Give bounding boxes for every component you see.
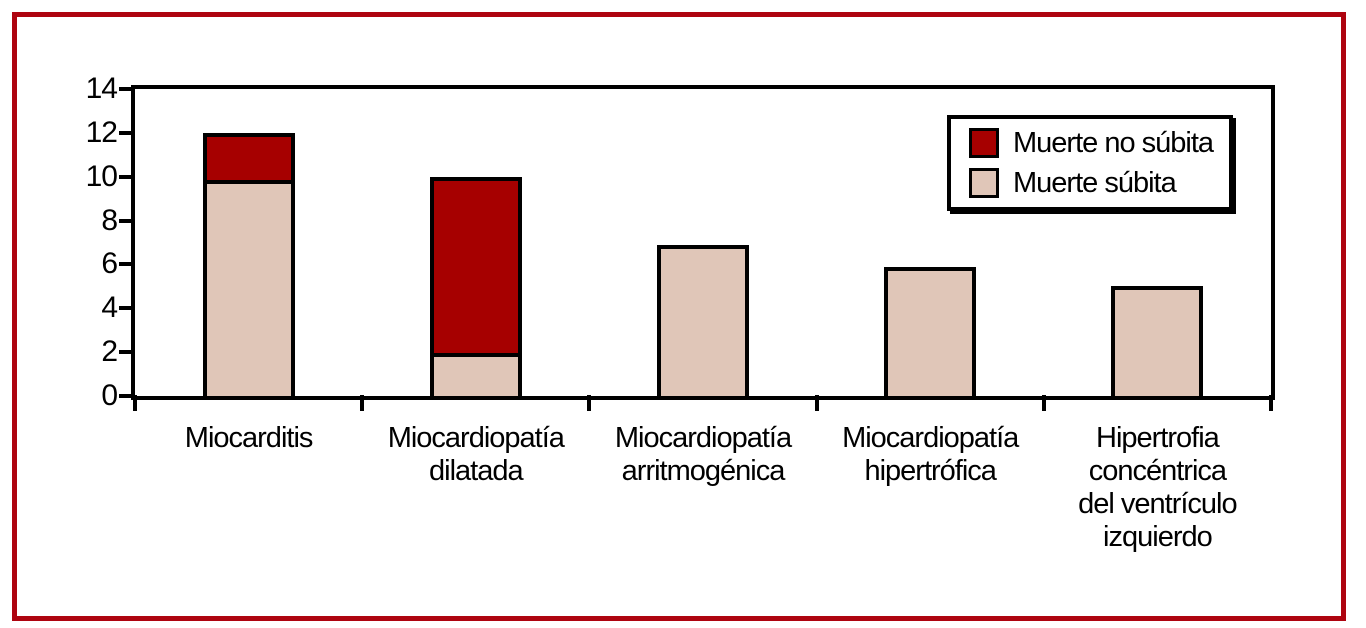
y-axis-tick-mark [119, 87, 132, 91]
x-axis-category-label: Hipertrofia concéntrica del ventrículo i… [1078, 422, 1238, 553]
x-axis-tick-mark [1269, 395, 1273, 411]
bar-5 [1111, 286, 1204, 400]
legend-item-muerte-subita: Muerte súbita [969, 166, 1229, 199]
legend-item-muerte-no-subita: Muerte no súbita [969, 127, 1229, 160]
x-axis-tick-mark [1041, 395, 1046, 411]
y-axis-tick-mark [119, 306, 132, 311]
y-axis-tick-mark [119, 218, 132, 223]
x-axis-category-label: Miocardiopatía arritmogénica [614, 422, 792, 487]
y-axis-tick-label: 12 [85, 115, 118, 149]
bar-1-top-segment [206, 136, 291, 185]
y-axis-tick-label: 2 [101, 335, 118, 369]
x-axis-tick-mark [360, 395, 365, 411]
legend-label-muerte-no-subita: Muerte no súbita [1013, 127, 1214, 160]
legend: Muerte no súbita Muerte súbita [947, 115, 1233, 211]
bar-4 [884, 266, 977, 400]
x-axis-category-label: Miocarditis [184, 422, 314, 454]
y-axis-tick-label: 4 [101, 291, 118, 325]
legend-swatch-muerte-no-subita-icon [969, 128, 999, 159]
y-axis-tick-label: 0 [101, 379, 118, 412]
legend-label-muerte-subita: Muerte súbita [1013, 166, 1177, 199]
x-axis-category-label: Miocardiopatía hipertrófica [842, 422, 1019, 487]
y-axis-tick-mark [119, 130, 132, 135]
x-axis-category-label: Miocardiopatía dilatada [387, 422, 565, 487]
y-axis-tick-label: 8 [101, 203, 118, 237]
y-axis-tick-mark [119, 394, 132, 398]
x-axis-tick-mark [587, 395, 592, 411]
x-axis-tick-mark [133, 395, 137, 411]
legend-swatch-muerte-subita-icon [969, 167, 999, 198]
y-axis-tick-mark [119, 174, 132, 179]
figure-border [12, 12, 1346, 621]
y-axis-tick-mark [119, 262, 132, 267]
bar-1 [202, 132, 295, 400]
x-axis-tick-mark [814, 395, 819, 411]
plot-area: 0 2 4 6 8 10 12 14 [86, 74, 1275, 411]
bar-3 [657, 244, 749, 400]
y-axis-tick-mark [119, 350, 132, 355]
y-axis-tick-label: 10 [85, 159, 118, 193]
y-axis-tick-label: 14 [85, 72, 118, 105]
bar-2-top-segment [433, 180, 518, 358]
bar-2 [429, 176, 522, 400]
y-axis-tick-label: 6 [101, 247, 118, 281]
